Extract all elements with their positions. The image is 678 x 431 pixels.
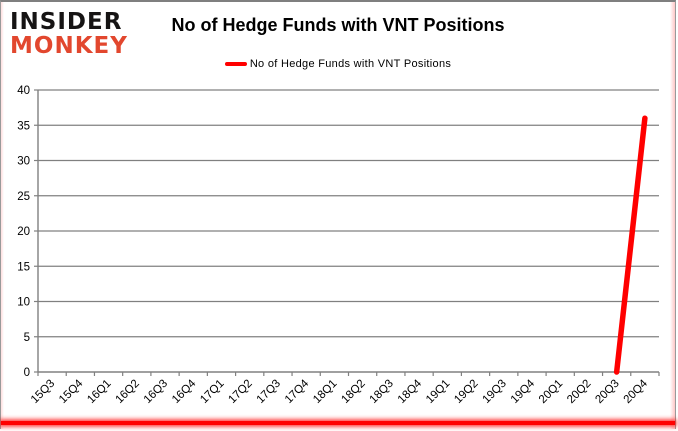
series-line	[613, 115, 648, 375]
x-tick-label: 18Q4	[396, 377, 425, 406]
legend-line-icon	[224, 62, 247, 66]
y-tick-label: 40	[17, 85, 30, 97]
x-tick-label: 16Q4	[170, 377, 199, 406]
x-tick-label: 19Q3	[480, 378, 508, 406]
x-tick-label: 19Q1	[424, 378, 452, 406]
y-tick-label: 35	[17, 120, 30, 132]
x-tick-label: 19Q4	[509, 377, 538, 406]
x-tick-label: 20Q4	[622, 377, 651, 406]
y-tick-label: 20	[17, 226, 30, 238]
y-tick-label: 10	[17, 297, 30, 309]
x-tick-label: 20Q2	[565, 378, 593, 406]
x-tick-label: 19Q2	[452, 378, 480, 406]
x-tick-label: 16Q2	[114, 378, 142, 406]
x-tick-label: 18Q1	[311, 378, 339, 406]
x-tick-label: 20Q1	[537, 378, 565, 406]
y-tick-label: 5	[24, 332, 30, 344]
x-tick-label: 20Q3	[593, 378, 621, 406]
y-tick-label: 0	[24, 367, 30, 379]
logo-text-insider: INSIDER	[10, 8, 123, 36]
y-tick-label: 25	[17, 191, 30, 203]
x-tick-label: 17Q3	[255, 378, 283, 406]
x-tick-label: 15Q4	[57, 377, 86, 406]
x-tick-label: 17Q2	[226, 378, 254, 406]
y-tick-label: 15	[17, 261, 30, 273]
x-tick-label: 17Q4	[283, 377, 312, 406]
y-tick-label: 30	[17, 156, 30, 168]
chart-legend: No of Hedge Funds with VNT Positions	[1, 58, 675, 70]
x-tick-label: 16Q1	[85, 378, 113, 406]
insider-monkey-logo: INSIDER MONKEY	[10, 8, 128, 60]
x-tick-label: 15Q3	[29, 378, 57, 406]
bottom-accent-bar	[1, 421, 675, 425]
legend-label: No of Hedge Funds with VNT Positions	[249, 58, 452, 70]
x-tick-label: 18Q2	[339, 378, 367, 406]
x-tick-label: 16Q3	[142, 378, 170, 406]
x-tick-label: 17Q1	[198, 378, 226, 406]
x-tick-label: 18Q3	[368, 378, 396, 406]
logo-text-monkey: MONKEY	[10, 32, 128, 60]
page-title: No of Hedge Funds with VNT Positions	[171, 15, 505, 35]
